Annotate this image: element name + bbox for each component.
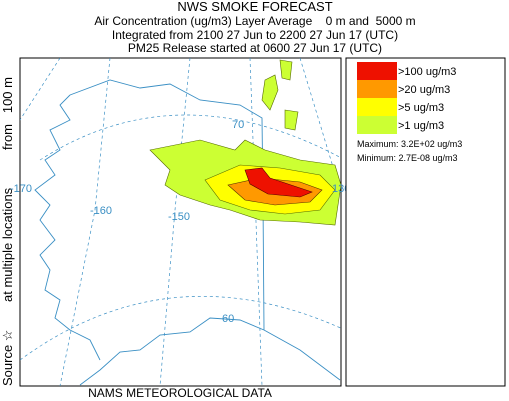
map-body (20, 58, 341, 386)
side-label: at multiple locations (0, 187, 15, 302)
plume-4 (244, 167, 313, 198)
subtitle: Air Concentration (ug/m3) Layer Average … (94, 14, 415, 28)
footer: NAMS METEOROLOGICAL DATA (88, 386, 272, 400)
legend-label: >100 ug/m3 (398, 66, 456, 78)
map-label: -170 (10, 183, 32, 195)
legend-label: >5 ug/m3 (398, 102, 444, 114)
side-label: Source ☆ (0, 330, 15, 386)
subtitle: Integrated from 2100 27 Jun to 2200 27 J… (112, 28, 398, 42)
legend-swatch (357, 62, 397, 80)
legend-minimum: Minimum: 2.7E-08 ug/m3 (357, 153, 458, 163)
subtitle: PM25 Release started at 0600 27 Jun 17 (… (128, 41, 382, 55)
map-label: 70 (232, 119, 244, 131)
legend-swatch (357, 116, 397, 134)
legend-label: >1 ug/m3 (398, 120, 444, 132)
title: NWS SMOKE FORECAST (177, 0, 332, 14)
map-label: 60 (222, 313, 234, 325)
legend-swatch (357, 80, 397, 98)
legend-maximum: Maximum: 3.2E+02 ug/m3 (357, 139, 462, 149)
side-label: from 100 m (0, 77, 15, 150)
legend-label: >20 ug/m3 (398, 84, 450, 96)
coastline (34, 79, 341, 386)
legend-swatch (357, 98, 397, 116)
map-label: -160 (90, 205, 112, 217)
legend: >100 ug/m3 >20 ug/m3 >5 ug/m3 >1 ug/m3 (357, 62, 456, 134)
map-label: -150 (168, 211, 190, 223)
plume-patches (261, 59, 299, 131)
